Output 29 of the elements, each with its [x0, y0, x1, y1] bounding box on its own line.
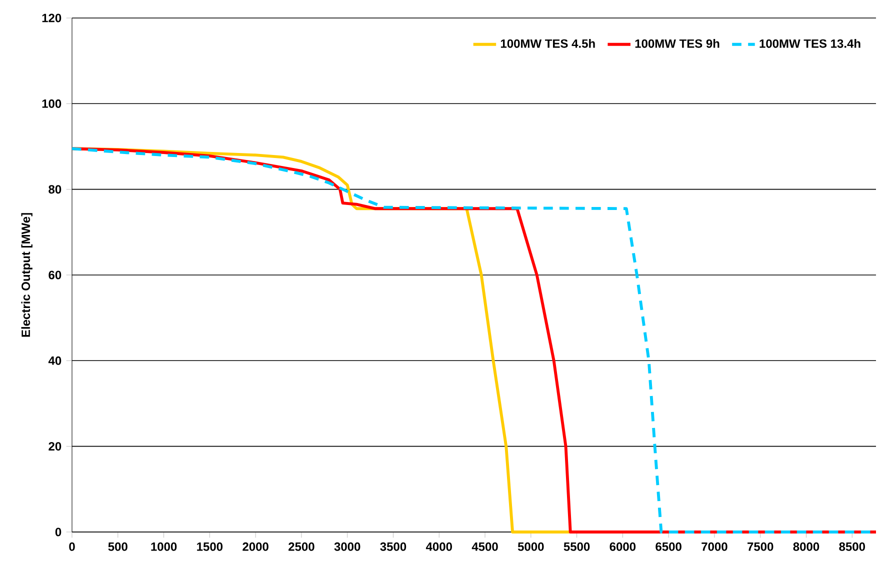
y-tick-label: 80 [48, 185, 62, 194]
x-tick-label: 0 [69, 542, 75, 551]
y-tick-label: 100 [42, 99, 62, 108]
y-tick-label: 120 [42, 14, 62, 22]
x-tick-label: 500 [108, 542, 128, 551]
x-tick-label: 8500 [839, 542, 865, 551]
x-tick-label: 6500 [656, 542, 682, 551]
x-tick-label: 7500 [748, 542, 774, 551]
x-tick-label: 1500 [197, 542, 223, 551]
y-tick-label: 0 [55, 528, 62, 536]
x-tick-label: 7000 [702, 542, 728, 551]
x-tick-label: 4500 [472, 542, 498, 551]
x-tick-label: 5500 [564, 542, 590, 551]
x-tick-label: 8000 [793, 542, 820, 551]
y-tick-label: 40 [48, 356, 62, 365]
y-axis-title: Electric Output [MWe] [21, 213, 32, 337]
x-tick-label: 2500 [288, 542, 314, 551]
x-tick-label: 4000 [426, 542, 452, 551]
x-tick-label: 5000 [518, 542, 544, 551]
legend-label: 100MW TES 4.5h [500, 39, 595, 48]
x-tick-label: 3500 [380, 542, 406, 551]
x-tick-label: 2000 [242, 542, 268, 551]
y-tick-label: 20 [48, 442, 62, 451]
legend-label: 100MW TES 13.4h [760, 39, 860, 48]
x-tick-label: 1000 [151, 542, 177, 551]
x-tick-label: 3000 [334, 542, 360, 551]
y-tick-label: 60 [48, 270, 62, 280]
x-tick-label: 6000 [610, 542, 636, 551]
legend-label: 100MW TES 9h [635, 39, 720, 48]
